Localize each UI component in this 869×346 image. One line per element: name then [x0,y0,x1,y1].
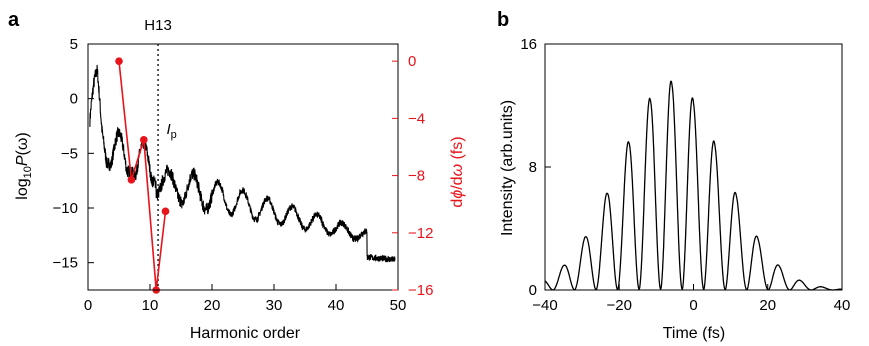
chart-a-y2-tick-label: −8 [408,168,425,185]
chart-b-x-tick-label: 40 [834,297,851,314]
chart-a-y2-tick-label: −4 [408,110,425,127]
chart-a-x-tick-label: 40 [328,297,345,314]
chart-a-x-tick-label: 30 [266,297,283,314]
chart-a-x-tick-label: 10 [142,297,159,314]
chart-b-x-tick-label: −40 [532,297,557,314]
chart-b-y-axis: 0 8 16 [520,36,551,299]
phase-point [115,57,123,65]
panel-label-b: b [497,9,509,31]
chart-b-xlabel: Time (fs) [663,325,726,342]
chart-b-ylabel: Intensity (arb.units) [499,100,516,236]
chart-a-y2-tick-label: −12 [408,225,433,242]
chart-a-x-axis: 0 10 20 30 40 50 [84,284,407,314]
intensity-line [544,80,842,291]
chart-a-y-tick-label: −10 [53,200,78,217]
chart-b-x-tick-label: 20 [759,297,776,314]
chart-b-x-axis: −40 −20 0 20 40 [532,284,850,314]
chart-a-ylabel: log10P(ω) [14,132,34,199]
annotation-h13: H13 [144,17,172,34]
phase-point [127,176,136,184]
phase-point [161,207,170,216]
chart-a-xlabel: Harmonic order [190,325,301,342]
chart-a-y-tick-label: −5 [61,145,78,162]
chart-b-x-tick-label: 0 [689,297,697,314]
chart-a-y2-tick-label: 0 [408,53,416,70]
phase-point [140,136,148,144]
chart-a-x-tick-label: 20 [204,297,221,314]
chart-a-plot-area [89,44,396,294]
chart-b-plot-area [544,80,842,291]
chart-a-y-tick-label: 0 [70,91,78,108]
chart-b-x-tick-label: −20 [607,297,632,314]
chart-a-y2label: dϕ/dω (fs) [449,136,466,207]
chart-a-y-tick-label: −15 [53,255,78,272]
chart-a-y-axis: 5 0 −5 −10 −15 [53,36,94,272]
panel-label-a: a [8,9,20,31]
chart-b-y-tick-label: 16 [520,36,537,53]
chart-a-y-tick-label: 5 [70,36,78,53]
chart-a-x-tick-label: 0 [84,297,92,314]
chart-a-y2-axis: 0 −4 −8 −12 −16 [392,53,433,299]
chart-b-y-tick-label: 0 [529,282,537,299]
annotation-ip: Ip [167,121,177,141]
chart-a: 0 10 20 30 40 50 50−5−10−15 0−4−8−12−16 Harmo… [14,17,466,342]
chart-b: −40 −20 0 20 40 0 8 16 Time (fs) Intensity (ar… [499,36,850,342]
chart-a-y2-tick-label: −16 [408,282,433,299]
chart-b-y-tick-label: 8 [529,159,537,176]
chart-a-frame [87,43,399,291]
chart-a-x-tick-label: 50 [390,297,407,314]
